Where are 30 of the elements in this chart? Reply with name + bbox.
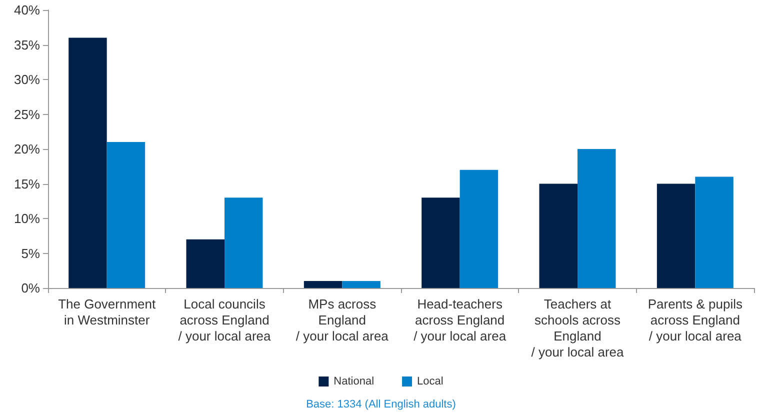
bar xyxy=(656,184,696,288)
x-tick-label: MPs across England / your local area xyxy=(296,296,390,344)
text: Base: 1334 (All English adults) xyxy=(306,398,456,410)
y-tick-label: 35% xyxy=(14,37,40,52)
legend-label: National xyxy=(334,376,374,388)
bar xyxy=(304,281,342,288)
legend-label: Local xyxy=(417,376,444,388)
bar xyxy=(460,170,498,288)
bar xyxy=(342,281,380,288)
bar xyxy=(186,239,224,288)
bar xyxy=(539,184,578,288)
y-tick-label: 25% xyxy=(14,106,40,122)
x-tick-label: The Government in Westminster xyxy=(58,296,156,328)
bar xyxy=(695,176,734,288)
y-tick-label: 20% xyxy=(14,142,40,156)
bar xyxy=(224,198,263,288)
x-tick-label: Head-teachers across England / your local area xyxy=(414,296,507,344)
y-tick-label: 0% xyxy=(21,280,40,296)
y-tick-label: 5% xyxy=(21,246,40,261)
x-tick-label: Local councils across England / your local area xyxy=(178,296,272,344)
x-tick-label: Parents & pupils across England / your local area xyxy=(648,296,743,344)
y-tick-label: 30% xyxy=(14,72,40,87)
y-tick-label: 15% xyxy=(14,176,40,192)
bar xyxy=(578,149,616,288)
y-tick-label: 10% xyxy=(14,211,40,226)
bar xyxy=(422,198,460,288)
y-tick-label: 40% xyxy=(14,2,40,18)
x-tick-label: Teachers at schools across England / your local area xyxy=(531,296,625,360)
bar xyxy=(106,142,146,288)
bar xyxy=(68,38,107,288)
